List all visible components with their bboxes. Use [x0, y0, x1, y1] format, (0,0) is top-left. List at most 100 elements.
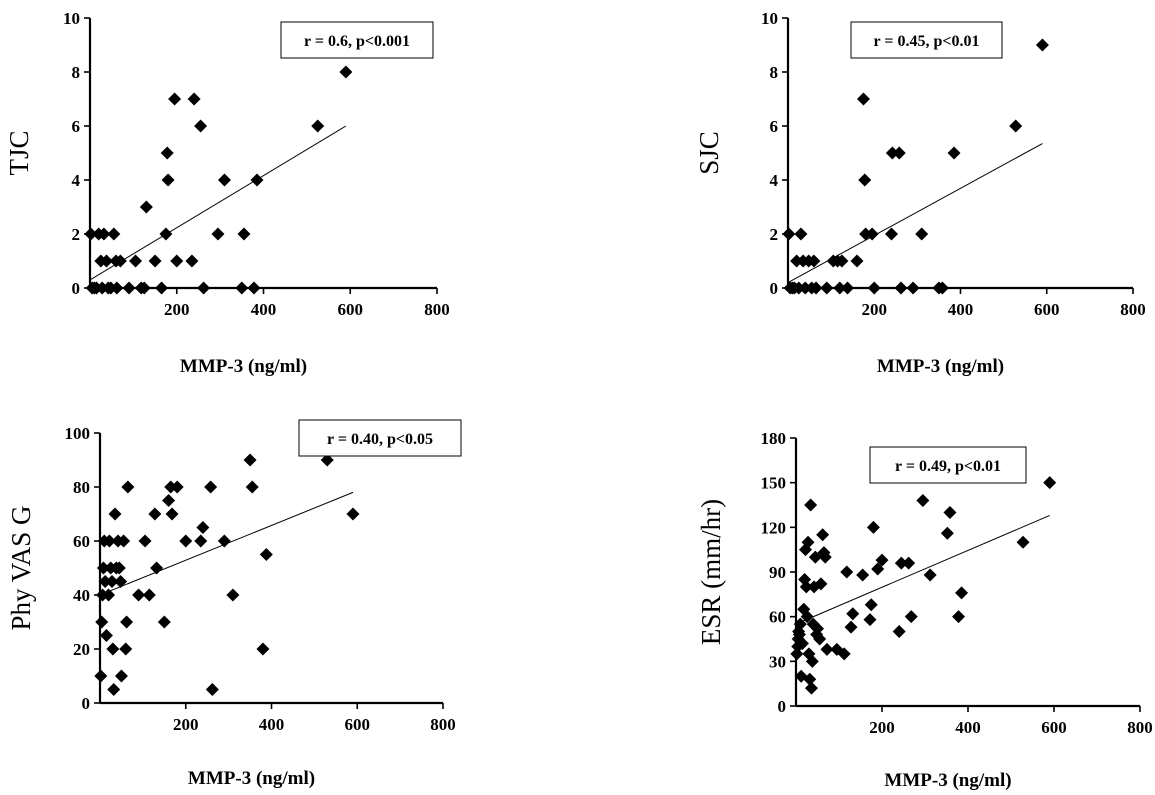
y-tick-label: 150 — [761, 474, 787, 493]
correlation-label: r = 0.40, p<0.05 — [327, 431, 433, 448]
data-point — [237, 227, 251, 241]
data-point — [916, 494, 930, 508]
y-tick-label: 0 — [72, 279, 81, 298]
correlation-label: r = 0.45, p<0.01 — [874, 33, 980, 50]
data-point — [816, 528, 830, 542]
data-point — [850, 254, 864, 268]
data-point — [137, 281, 151, 295]
y-axis-title: ESR (mm/hr) — [696, 499, 726, 645]
data-point — [102, 588, 116, 602]
y-tick-label: 0 — [778, 697, 787, 716]
x-tick-label: 200 — [862, 300, 888, 319]
data-point — [157, 615, 171, 629]
data-point — [864, 598, 878, 612]
y-tick-label: 4 — [770, 171, 779, 190]
y-tick-label: 0 — [770, 279, 779, 298]
data-point — [235, 281, 249, 295]
y-axis-title: TJC — [4, 130, 34, 175]
data-point — [794, 227, 808, 241]
data-point — [142, 588, 156, 602]
trend-line — [795, 514, 1050, 625]
x-tick-label: 800 — [1127, 718, 1153, 737]
y-tick-label: 6 — [72, 117, 81, 136]
data-point — [940, 526, 954, 540]
data-point — [837, 647, 851, 661]
data-point — [250, 173, 264, 187]
data-point — [811, 622, 824, 636]
y-tick-label: 100 — [65, 424, 91, 443]
data-point — [801, 535, 815, 549]
data-point — [205, 683, 219, 696]
data-point — [102, 534, 116, 548]
data-point — [129, 254, 143, 268]
data-point — [121, 480, 135, 494]
x-tick-label: 400 — [259, 715, 285, 734]
data-point — [138, 534, 152, 548]
scatter-panel-2: 0 2 4 6 8 10 200 400 600 800 MMP-3 (ng/ml) SJC r = 0… — [694, 9, 1146, 377]
data-point — [114, 669, 128, 683]
data-point — [161, 173, 175, 187]
x-tick-label: 600 — [345, 715, 371, 734]
data-point — [841, 281, 855, 295]
x-tick-label: 800 — [1120, 300, 1146, 319]
data-point — [99, 254, 113, 268]
data-point — [84, 227, 98, 241]
data-point — [346, 507, 360, 521]
data-point — [952, 610, 966, 624]
data-point — [894, 281, 908, 295]
data-point — [98, 575, 112, 588]
data-point — [803, 672, 817, 686]
correlation-box — [280, 21, 434, 59]
y-tick-label: 0 — [82, 694, 91, 713]
x-tick-label: 200 — [869, 718, 895, 737]
y-tick-label: 30 — [769, 652, 786, 671]
data-point — [211, 227, 225, 241]
data-point — [906, 281, 920, 295]
data-point — [840, 565, 854, 579]
data-point — [885, 146, 899, 160]
data-point — [110, 281, 124, 295]
trend-line — [89, 125, 347, 281]
y-tick-label: 10 — [63, 9, 80, 28]
x-axis-title: MMP-3 (ng/ml) — [877, 356, 1004, 377]
x-tick-label: 800 — [424, 300, 450, 319]
correlation-label: r = 0.6, p<0.001 — [304, 33, 410, 50]
data-point — [99, 629, 113, 642]
correlation-box — [869, 446, 1027, 484]
y-tick-label: 180 — [761, 429, 787, 448]
y-tick-label: 20 — [73, 640, 90, 659]
correlation-box — [298, 419, 462, 457]
data-point — [943, 505, 957, 519]
data-point — [892, 146, 906, 160]
data-point — [114, 575, 128, 588]
data-point — [915, 227, 929, 241]
y-tick-label: 8 — [72, 63, 81, 82]
data-point — [117, 534, 131, 548]
data-point — [1016, 535, 1030, 549]
data-point — [795, 636, 809, 650]
data-point — [160, 146, 174, 160]
data-point — [1009, 119, 1023, 133]
data-point — [105, 575, 119, 588]
data-point — [892, 625, 906, 639]
data-point — [108, 507, 122, 521]
data-point — [97, 227, 111, 241]
scatter-panel-1: 0 2 4 6 8 10 200 400 600 800 MMP-3 (ng/ml) TJC r = 0… — [4, 9, 450, 377]
x-tick-label: 200 — [164, 300, 190, 319]
data-point — [867, 281, 881, 295]
data-point — [95, 615, 109, 629]
data-point — [187, 92, 201, 106]
data-point — [170, 254, 184, 268]
y-axis-title: Phy VAS G — [6, 505, 36, 630]
data-point — [256, 642, 270, 656]
data-point — [243, 453, 257, 467]
x-axis-title: MMP-3 (ng/ml) — [884, 770, 1011, 791]
data-point — [894, 556, 908, 570]
data-point — [106, 642, 120, 656]
data-point — [865, 227, 879, 241]
data-point — [813, 632, 827, 646]
x-axis-title: MMP-3 (ng/ml) — [188, 768, 315, 789]
data-point — [809, 281, 823, 295]
data-point — [856, 568, 870, 582]
